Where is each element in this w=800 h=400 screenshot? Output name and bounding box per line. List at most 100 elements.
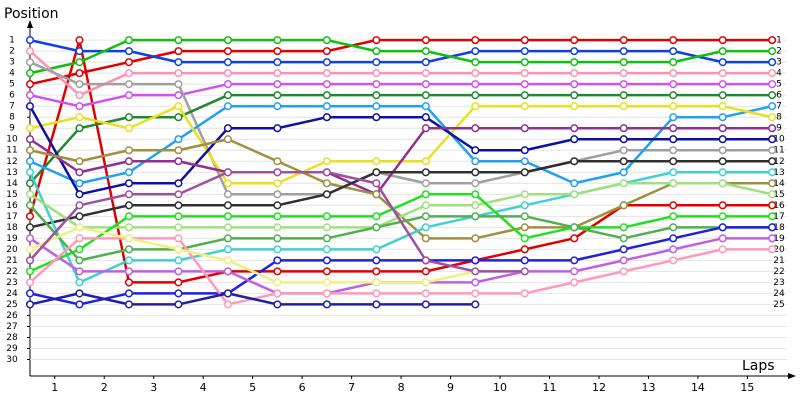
- position-marker: [75, 36, 84, 45]
- y-tick-label: 27: [6, 322, 17, 332]
- position-marker: [322, 102, 331, 111]
- position-marker: [273, 300, 282, 309]
- position-marker: [75, 267, 84, 276]
- position-marker: [718, 80, 727, 89]
- y-tick-label: 29: [6, 344, 18, 354]
- position-marker: [174, 234, 183, 243]
- position-marker: [421, 201, 430, 210]
- position-marker: [372, 69, 381, 78]
- position-marker: [273, 212, 282, 221]
- x-tick-label: 2: [101, 381, 108, 394]
- position-marker: [223, 256, 232, 265]
- position-marker: [174, 300, 183, 309]
- position-marker: [619, 201, 628, 210]
- position-marker: [619, 146, 628, 155]
- position-marker: [718, 146, 727, 155]
- position-marker: [372, 256, 381, 265]
- position-marker: [421, 234, 430, 243]
- position-marker: [25, 47, 35, 56]
- position-marker: [124, 212, 134, 221]
- position-marker: [520, 234, 529, 243]
- position-marker: [718, 124, 727, 133]
- position-marker: [520, 36, 529, 45]
- position-marker: [25, 278, 35, 287]
- y-tick-label: 6: [9, 91, 15, 101]
- position-marker: [75, 223, 84, 232]
- position-marker: [372, 113, 381, 122]
- position-marker: [520, 47, 529, 56]
- position-marker: [718, 36, 727, 45]
- position-marker: [421, 190, 430, 199]
- position-marker: [421, 289, 430, 298]
- position-marker: [322, 289, 331, 298]
- position-marker: [174, 36, 183, 45]
- position-marker: [174, 157, 183, 166]
- position-marker: [669, 245, 678, 254]
- y2-tick-label: 10: [773, 135, 785, 145]
- position-marker: [75, 102, 84, 111]
- position-marker: [124, 47, 134, 56]
- position-marker: [273, 36, 282, 45]
- y-tick-label: 25: [6, 300, 17, 310]
- position-marker: [669, 102, 678, 111]
- position-marker: [25, 245, 35, 254]
- position-marker: [174, 91, 183, 100]
- position-marker: [75, 91, 84, 100]
- position-marker: [223, 223, 232, 232]
- position-marker: [372, 223, 381, 232]
- position-marker: [174, 212, 183, 221]
- position-marker: [471, 124, 480, 133]
- position-marker: [372, 168, 381, 177]
- position-marker: [124, 278, 134, 287]
- position-line: [29, 38, 773, 64]
- position-marker: [223, 102, 232, 111]
- position-marker: [669, 36, 678, 45]
- position-marker: [768, 190, 777, 199]
- y-tick-label: 17: [6, 212, 17, 222]
- y-tick-label: 22: [6, 267, 17, 277]
- position-marker: [718, 102, 727, 111]
- position-marker: [223, 36, 232, 45]
- position-line: [28, 105, 773, 196]
- position-marker: [372, 102, 381, 111]
- position-marker: [619, 245, 628, 254]
- y-tick-label: 11: [6, 146, 17, 156]
- position-marker: [570, 179, 579, 188]
- position-marker: [421, 179, 430, 188]
- y-tick-label: 7: [9, 102, 15, 112]
- position-marker: [619, 69, 628, 78]
- position-marker: [471, 47, 480, 56]
- position-line: [29, 60, 773, 196]
- position-marker: [25, 135, 35, 144]
- x-tick-label: 8: [398, 381, 405, 394]
- position-marker: [471, 179, 480, 188]
- position-marker: [471, 58, 480, 67]
- position-line: [29, 182, 773, 229]
- position-line: [29, 82, 773, 108]
- position-marker: [273, 124, 282, 133]
- position-marker: [718, 91, 727, 100]
- position-marker: [25, 212, 35, 221]
- y2-tick-label: 24: [773, 289, 785, 299]
- y-axis-arrow: [27, 20, 33, 28]
- position-marker: [619, 223, 628, 232]
- position-marker: [75, 47, 84, 56]
- position-marker: [520, 157, 529, 166]
- position-marker: [570, 234, 579, 243]
- position-marker: [421, 256, 430, 265]
- position-marker: [421, 168, 430, 177]
- position-marker: [124, 267, 134, 276]
- position-marker: [570, 256, 579, 265]
- position-marker: [75, 69, 84, 78]
- position-marker: [718, 157, 727, 166]
- position-marker: [273, 157, 282, 166]
- y2-tick-label: 17: [773, 212, 784, 222]
- position-marker: [25, 157, 35, 166]
- position-marker: [421, 58, 430, 67]
- position-marker: [25, 201, 35, 210]
- position-marker: [75, 168, 84, 177]
- position-marker: [520, 58, 529, 67]
- position-line: [29, 104, 773, 185]
- position-marker: [520, 201, 529, 210]
- position-marker: [124, 113, 134, 122]
